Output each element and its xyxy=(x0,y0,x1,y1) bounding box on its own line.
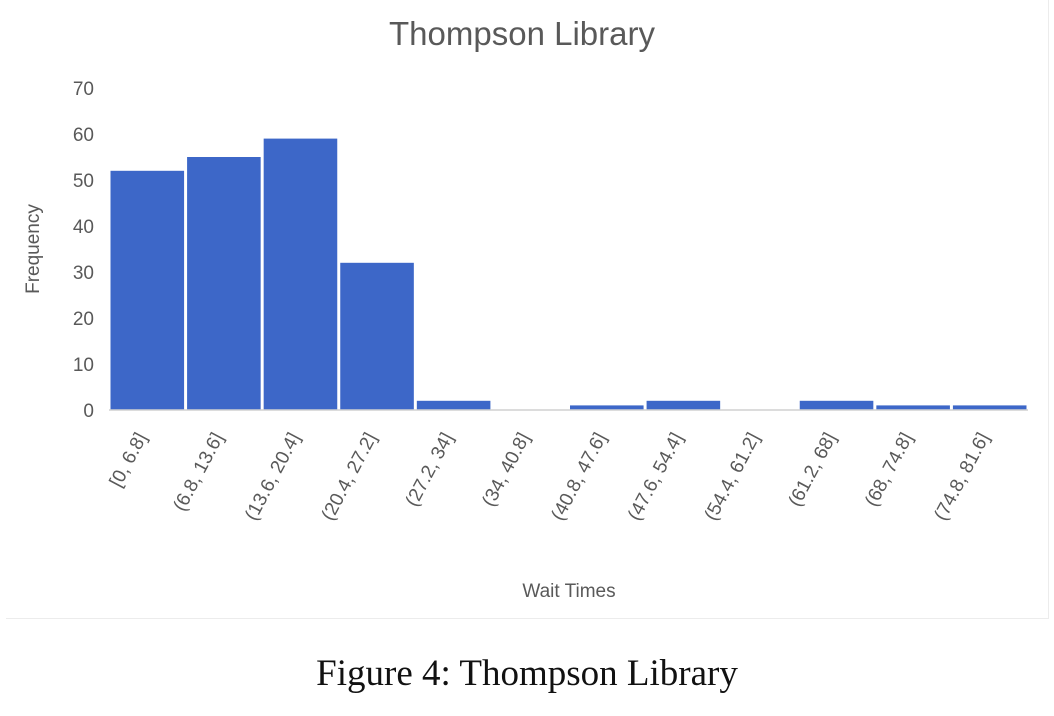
histogram-chart: Thompson Library 0 10 20 30 40 50 60 70 [0, 6.8… xyxy=(23,15,1028,602)
y-tick-label: 60 xyxy=(73,125,94,146)
x-tick-label: (6.8, 13.6] xyxy=(170,429,229,514)
figure-caption: Figure 4: Thompson Library xyxy=(316,653,738,694)
histogram-bar xyxy=(340,262,414,410)
histogram-bar xyxy=(570,405,644,410)
y-tick-label: 20 xyxy=(73,309,94,330)
histogram-bar xyxy=(416,400,491,410)
y-tick-label: 70 xyxy=(73,79,94,100)
y-tick-label: 50 xyxy=(73,171,94,192)
y-axis-ticks: 0 10 20 30 40 50 60 70 xyxy=(73,79,94,422)
histogram-bar xyxy=(646,400,721,410)
x-tick-label: (13.6, 20.4] xyxy=(241,429,305,524)
y-axis-title: Frequency xyxy=(23,204,44,294)
x-tick-label: (68, 74.8] xyxy=(861,429,917,510)
y-tick-label: 40 xyxy=(73,217,94,238)
x-axis-ticks: [0, 6.8] (6.8, 13.6] (13.6, 20.4] (20.4, 27… xyxy=(106,429,994,524)
histogram-bar xyxy=(876,405,950,410)
x-tick-label: (40.8, 47.6] xyxy=(548,429,612,524)
x-tick-label: (47.6, 54.4] xyxy=(624,429,688,524)
x-tick-label: [0, 6.8] xyxy=(106,429,152,490)
x-tick-label: (27.2, 34] xyxy=(402,429,458,510)
bars xyxy=(110,138,1027,410)
x-tick-label: (20.4, 27.2] xyxy=(318,429,382,524)
histogram-bar xyxy=(263,138,338,410)
histogram-bar xyxy=(799,400,874,410)
y-tick-label: 10 xyxy=(73,355,94,376)
x-tick-label: (74.8, 81.6] xyxy=(930,429,994,524)
x-tick-label: (34, 40.8] xyxy=(478,429,534,510)
histogram-bar xyxy=(952,405,1027,410)
histogram-bar xyxy=(110,170,185,410)
x-tick-label: (61.2, 68] xyxy=(785,429,841,510)
y-tick-label: 0 xyxy=(83,401,94,422)
x-axis-title: Wait Times xyxy=(522,581,615,602)
chart-area: Thompson Library 0 10 20 30 40 50 60 70 [0, 6.8… xyxy=(6,0,1049,619)
y-tick-label: 30 xyxy=(73,263,94,284)
histogram-bar xyxy=(187,157,261,410)
chart-title: Thompson Library xyxy=(389,15,655,52)
x-tick-label: (54.4, 61.2] xyxy=(701,429,765,524)
